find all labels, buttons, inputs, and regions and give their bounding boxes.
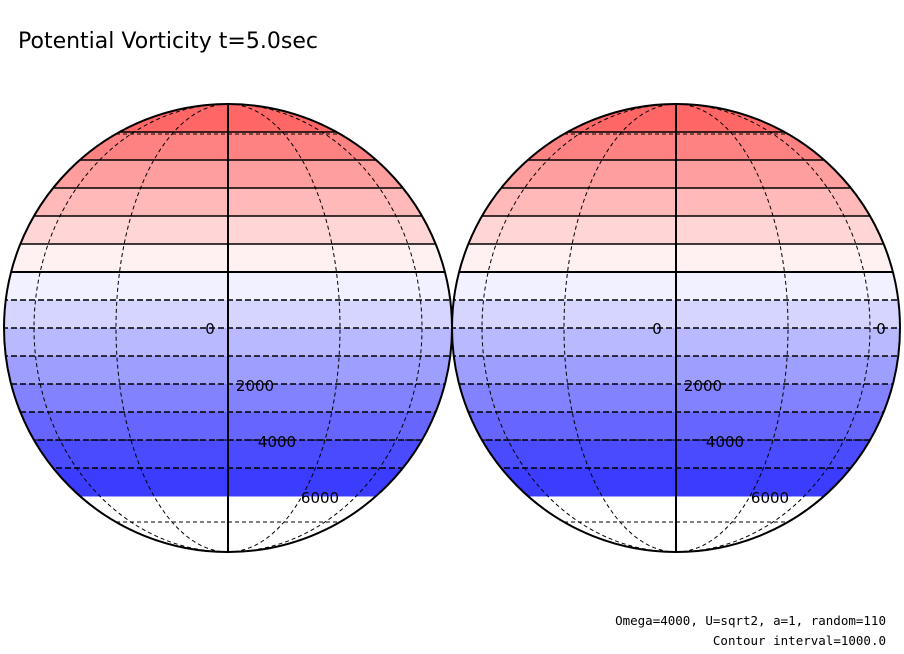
chart-title: Potential Vorticity t=5.0sec [18, 29, 318, 54]
contour-label: 2000 [684, 377, 722, 395]
globe-left: 0 2000 4000 6000 [3, 103, 453, 553]
pv-band [452, 104, 900, 105]
graticule-meridian [33, 104, 229, 552]
contour-label: 4000 [258, 433, 296, 451]
globes: 0 2000 4000 6000 0 0 2000 4000 6000 [3, 48, 902, 553]
footer-contour-interval: Contour interval=1000.0 [713, 633, 886, 648]
graticule-meridian [481, 104, 677, 552]
pv-band [450, 48, 902, 77]
contour-label: 2000 [236, 377, 274, 395]
globe-outline [451, 103, 901, 553]
contour-label: 0 [652, 320, 662, 338]
graticule-meridian [227, 104, 423, 552]
globe-right: 0 0 2000 4000 6000 [450, 48, 902, 553]
contour-label: 0 [205, 320, 215, 338]
contour-label: 6000 [301, 489, 339, 507]
contour-label: 0 [876, 320, 886, 338]
contour-label: 4000 [706, 433, 744, 451]
contour-label: 6000 [751, 489, 789, 507]
pv-band [4, 104, 452, 105]
graticule-meridian [675, 104, 871, 552]
footer-parameters: Omega=4000, U=sqrt2, a=1, random=110 [615, 613, 886, 628]
